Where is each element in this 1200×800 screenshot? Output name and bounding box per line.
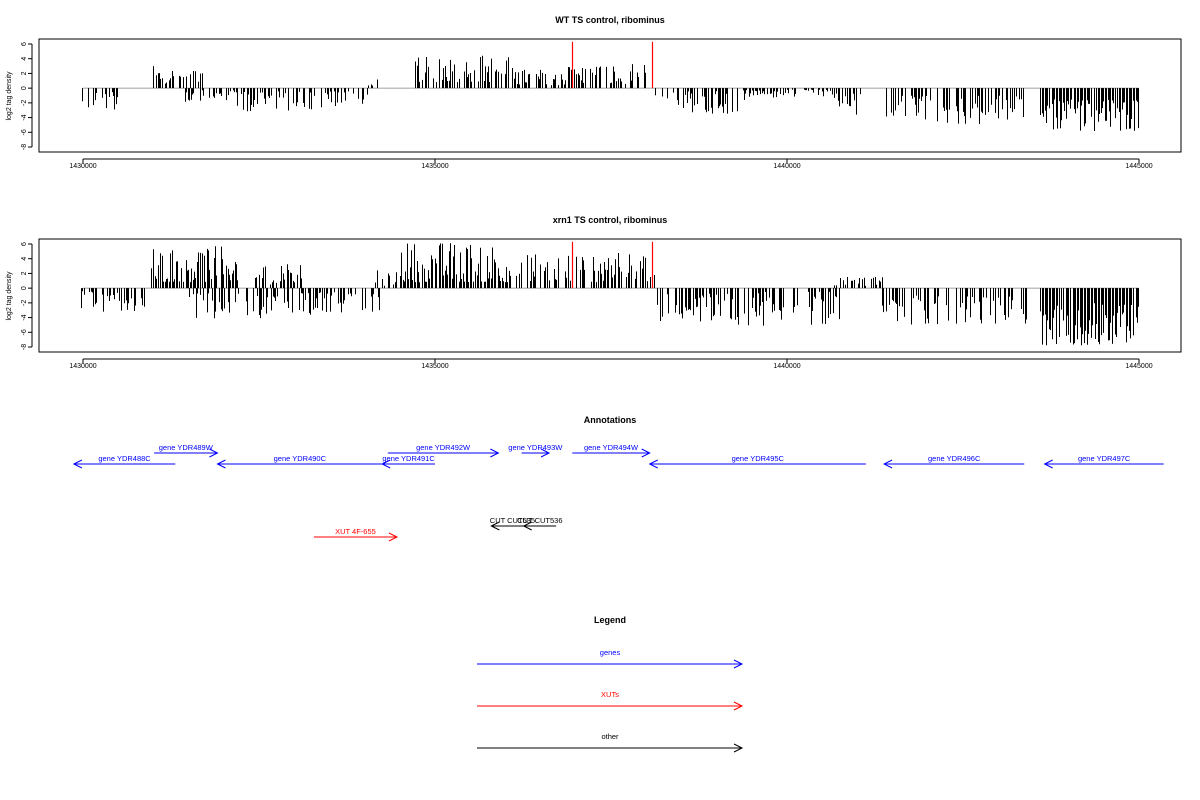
x-tick-label: 1430000	[69, 363, 96, 370]
y-tick-label: -2	[21, 100, 28, 106]
y-tick-label: -8	[21, 144, 28, 150]
gene-arrow	[72, 459, 176, 469]
xrn1-panel-title: xrn1 TS control, ribominus	[553, 215, 668, 225]
legend-title: Legend	[594, 615, 626, 625]
plot-frame	[38, 238, 1182, 353]
legend-arrow	[477, 701, 744, 711]
other-arrow	[522, 521, 557, 531]
wt-coverage-panel: WT TS control, ribominus log2 tag densit…	[6, 15, 1182, 170]
x-tick-label: 1440000	[773, 163, 800, 170]
gene-label: gene YDR496C	[928, 454, 981, 463]
y-tick-label: -6	[21, 129, 28, 135]
y-tick-label: -2	[21, 300, 28, 306]
gene-label: gene YDR489W	[159, 443, 214, 452]
y-tick-label: 6	[21, 242, 28, 246]
y-tick-label: -4	[21, 114, 28, 120]
xrn1-bars	[81, 241, 1139, 346]
gene-label: gene YDR488C	[98, 454, 151, 463]
legend-item-label: genes	[600, 648, 621, 657]
gene-label: gene YDR490C	[274, 454, 327, 463]
wt-y-axis-label: log2 tag density	[6, 71, 13, 121]
y-tick-label: 2	[21, 71, 28, 75]
y-tick-label: 4	[21, 257, 28, 261]
gene-arrow	[883, 459, 1025, 469]
x-tick-label: 1430000	[69, 163, 96, 170]
x-tick-label: 1435000	[421, 163, 448, 170]
gene-arrow	[572, 448, 651, 458]
legend-arrow	[477, 659, 744, 669]
annotations-title: Annotations	[584, 415, 637, 425]
y-tick-label: 0	[21, 86, 28, 90]
x-tick-label: 1440000	[773, 363, 800, 370]
legend-item-label: XUTs	[601, 690, 619, 699]
legend: Legend genes XUTs other	[477, 615, 744, 753]
gene-arrow	[381, 459, 435, 469]
plot-frame	[38, 38, 1182, 153]
legend-item-label: other	[601, 732, 619, 741]
gene-arrow	[521, 448, 551, 458]
legend-items: genes XUTs other	[477, 648, 744, 753]
gene-arrow	[216, 459, 383, 469]
gene-label: gene YDR497C	[1078, 454, 1131, 463]
legend-arrow	[477, 743, 744, 753]
gene-arrow	[1043, 459, 1164, 469]
gene-arrow	[154, 448, 219, 458]
wt-panel-title: WT TS control, ribominus	[555, 15, 665, 25]
wt-axes: 6 4 2 0 -2 -4 -6 -8 1430000 1435000 1440000 1445000	[21, 38, 1182, 170]
y-tick-label: 4	[21, 57, 28, 61]
xrn1-axes: 6 4 2 0 -2 -4 -6 -8 1430000 1435000 1440000 1445000	[21, 238, 1182, 370]
gene-arrow	[648, 459, 866, 469]
gene-arrow	[387, 448, 500, 458]
xut-label: XUT 4F-655	[335, 527, 376, 536]
gene-label: gene YDR491C	[382, 454, 435, 463]
annotation-features: gene YDR488C gene YDR489W gene YDR490C gene…	[72, 443, 1164, 542]
wt-bars	[82, 41, 1139, 131]
y-tick-label: -8	[21, 344, 28, 350]
y-tick-label: -4	[21, 314, 28, 320]
y-tick-label: 0	[21, 286, 28, 290]
y-tick-label: 2	[21, 271, 28, 275]
y-tick-label: -6	[21, 329, 28, 335]
gene-label: gene YDR494W	[584, 443, 639, 452]
x-tick-label: 1445000	[1125, 163, 1152, 170]
gene-label: gene YDR495C	[732, 454, 785, 463]
y-tick-label: 6	[21, 42, 28, 46]
other-label: CUT CUT535	[490, 516, 535, 525]
xrn1-coverage-panel: xrn1 TS control, ribominus log2 tag dens…	[6, 215, 1182, 370]
xut-arrow	[313, 532, 399, 542]
gene-label: gene YDR493W	[508, 443, 563, 452]
other-label: CUT CUT536	[517, 516, 562, 525]
gene-label: gene YDR492W	[416, 443, 471, 452]
x-tick-label: 1435000	[421, 363, 448, 370]
x-tick-label: 1445000	[1125, 363, 1152, 370]
xrn1-y-axis-label: log2 tag density	[6, 271, 13, 321]
